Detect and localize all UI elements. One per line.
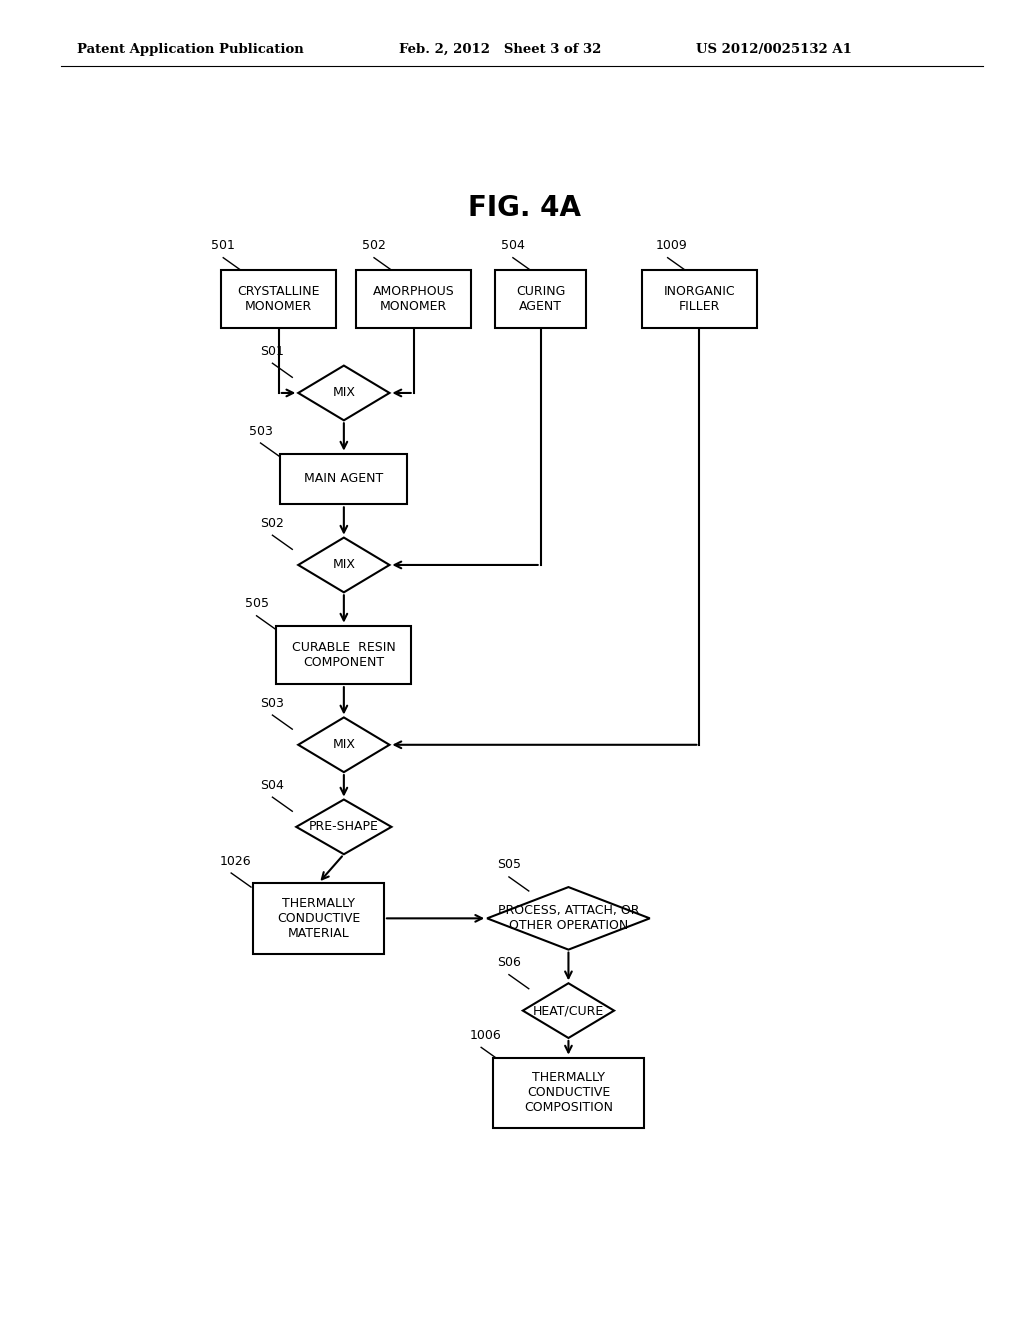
Text: MIX: MIX	[333, 387, 355, 400]
FancyBboxPatch shape	[253, 883, 384, 953]
Text: S01: S01	[260, 345, 285, 358]
Polygon shape	[523, 983, 614, 1038]
Text: 503: 503	[249, 425, 272, 437]
Polygon shape	[298, 366, 389, 420]
Text: S03: S03	[260, 697, 285, 710]
Text: 505: 505	[245, 598, 268, 610]
FancyBboxPatch shape	[495, 269, 587, 329]
FancyBboxPatch shape	[642, 269, 757, 329]
Text: 501: 501	[211, 239, 236, 252]
Text: S02: S02	[260, 516, 285, 529]
FancyBboxPatch shape	[276, 626, 412, 684]
Text: 502: 502	[362, 239, 386, 252]
Text: THERMALLY
CONDUCTIVE
COMPOSITION: THERMALLY CONDUCTIVE COMPOSITION	[524, 1072, 613, 1114]
Text: HEAT/CURE: HEAT/CURE	[532, 1005, 604, 1018]
Text: CRYSTALLINE
MONOMER: CRYSTALLINE MONOMER	[238, 285, 321, 313]
Polygon shape	[298, 537, 389, 593]
Text: S04: S04	[260, 779, 285, 792]
Polygon shape	[298, 718, 389, 772]
Text: S06: S06	[497, 956, 521, 969]
Text: AMORPHOUS
MONOMER: AMORPHOUS MONOMER	[373, 285, 455, 313]
Text: Patent Application Publication: Patent Application Publication	[77, 42, 303, 55]
Text: 1006: 1006	[469, 1028, 501, 1041]
Text: PRE-SHAPE: PRE-SHAPE	[309, 820, 379, 833]
FancyBboxPatch shape	[494, 1057, 644, 1127]
Text: CURING
AGENT: CURING AGENT	[516, 285, 565, 313]
Polygon shape	[296, 800, 391, 854]
Text: 1026: 1026	[219, 854, 251, 867]
Text: MIX: MIX	[333, 558, 355, 572]
Text: 504: 504	[501, 239, 525, 252]
Text: INORGANIC
FILLER: INORGANIC FILLER	[664, 285, 735, 313]
FancyBboxPatch shape	[281, 454, 408, 504]
Text: 1009: 1009	[655, 239, 687, 252]
Text: CURABLE  RESIN
COMPONENT: CURABLE RESIN COMPONENT	[292, 642, 395, 669]
Text: PROCESS, ATTACH, OR
OTHER OPERATION: PROCESS, ATTACH, OR OTHER OPERATION	[498, 904, 639, 932]
Text: US 2012/0025132 A1: US 2012/0025132 A1	[696, 42, 852, 55]
Text: MIX: MIX	[333, 738, 355, 751]
FancyBboxPatch shape	[356, 269, 471, 329]
Text: MAIN AGENT: MAIN AGENT	[304, 473, 383, 486]
Text: Feb. 2, 2012   Sheet 3 of 32: Feb. 2, 2012 Sheet 3 of 32	[399, 42, 602, 55]
Text: THERMALLY
CONDUCTIVE
MATERIAL: THERMALLY CONDUCTIVE MATERIAL	[276, 896, 360, 940]
Text: FIG. 4A: FIG. 4A	[468, 194, 582, 222]
Text: S05: S05	[497, 858, 521, 871]
FancyBboxPatch shape	[221, 269, 336, 329]
Polygon shape	[487, 887, 650, 949]
